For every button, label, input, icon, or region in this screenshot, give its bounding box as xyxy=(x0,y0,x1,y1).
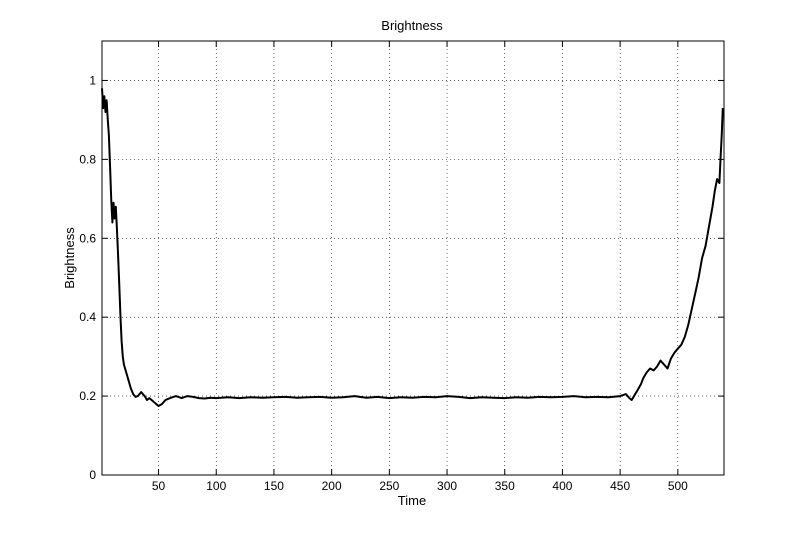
x-tick-label: 250 xyxy=(379,479,399,493)
y-tick-label: 0.4 xyxy=(79,310,96,324)
tick-labels: 50 100 150 200 250 300 350 400 450 500 0 0.2 0.4 0.6 0… xyxy=(79,73,688,493)
tick-marks xyxy=(102,41,724,476)
x-tick-label: 50 xyxy=(152,479,166,493)
x-axis-label: Time xyxy=(398,493,426,508)
y-tick-label: 0.8 xyxy=(79,152,96,166)
x-tick-label: 300 xyxy=(437,479,457,493)
x-tick-label: 400 xyxy=(552,479,572,493)
axes-box xyxy=(101,40,725,476)
brightness-series-line xyxy=(101,88,724,407)
x-tick-label: 200 xyxy=(322,479,342,493)
x-tick-label: 150 xyxy=(264,479,284,493)
x-tick-label: 500 xyxy=(668,479,688,493)
x-tick-label: 450 xyxy=(610,479,630,493)
y-tick-label: 0 xyxy=(89,468,96,482)
x-tick-label: 350 xyxy=(495,479,515,493)
plot-area xyxy=(102,41,724,475)
y-axis-label: Brightness xyxy=(62,227,77,289)
y-tick-label: 0.6 xyxy=(79,231,96,245)
grid-lines xyxy=(102,41,724,476)
chart-title: Brightness xyxy=(381,18,443,33)
y-tick-label: 0.2 xyxy=(79,389,96,403)
y-tick-label: 1 xyxy=(89,73,96,87)
x-tick-label: 100 xyxy=(206,479,226,493)
